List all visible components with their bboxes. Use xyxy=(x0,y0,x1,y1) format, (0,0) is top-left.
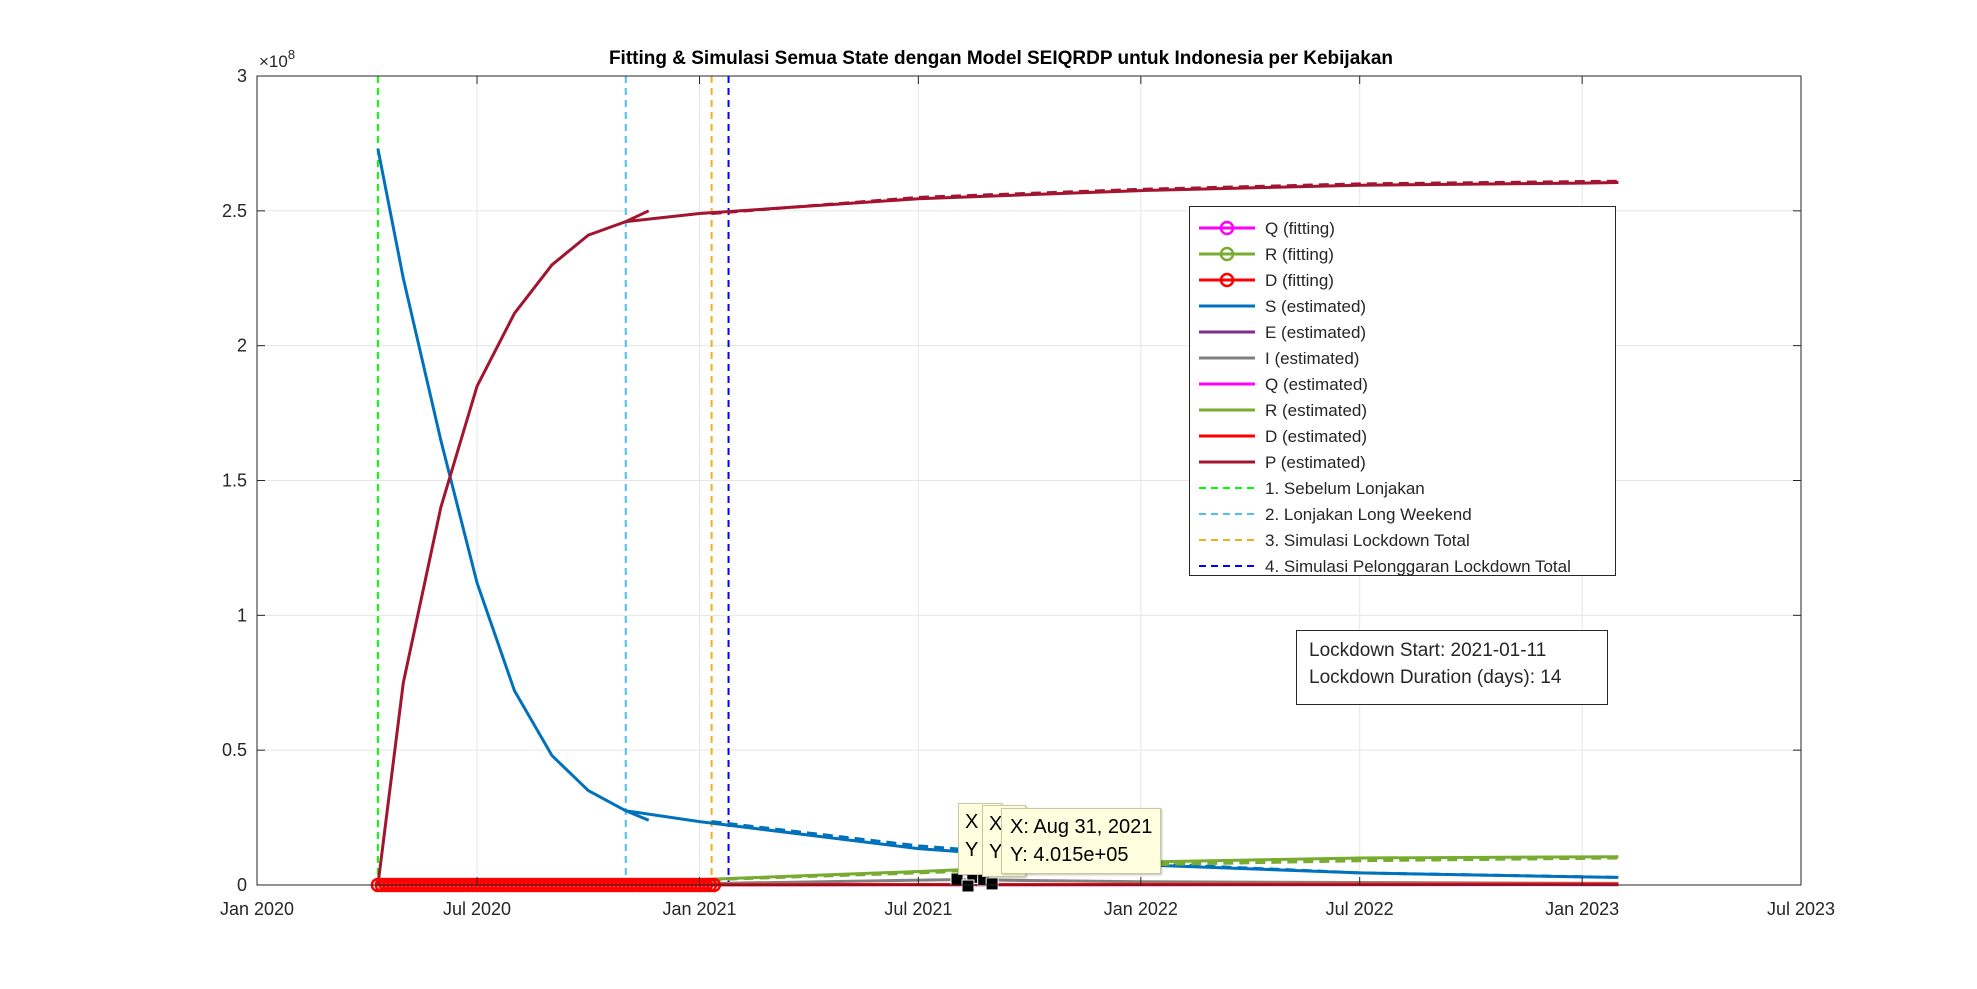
legend-swatch-marker xyxy=(1219,246,1235,262)
legend-swatch xyxy=(1199,220,1255,236)
legend-item[interactable]: Q (fitting) xyxy=(1190,216,1615,241)
axis-ticks: Jan 2020 Jul 2020 Jan 2021 Jul 2021 Jan 2022… xyxy=(220,66,1835,919)
y-exponent-label: ×108 xyxy=(259,47,295,71)
legend-swatch xyxy=(1199,434,1255,438)
lockdown-start-text: Lockdown Start: 2021-01-11 xyxy=(1309,640,1547,661)
x-tick-label: Jan 2021 xyxy=(662,899,736,919)
legend-swatch xyxy=(1199,487,1255,489)
legend-item[interactable]: S (estimated) xyxy=(1190,294,1615,319)
legend-label: 3. Simulasi Lockdown Total xyxy=(1265,531,1470,550)
legend-swatch xyxy=(1199,356,1255,360)
y-tick-label: 0.5 xyxy=(222,740,247,760)
datatip-2-x: X xyxy=(989,813,1003,835)
lockdown-duration-text: Lockdown Duration (days): 14 xyxy=(1309,667,1562,688)
legend-swatch xyxy=(1199,565,1255,567)
legend: Q (fitting) R (fitting) D (fitting) S (esti… xyxy=(1189,206,1616,576)
x-tick-label: Jul 2023 xyxy=(1767,899,1835,919)
legend-swatch xyxy=(1199,246,1255,262)
legend-swatch xyxy=(1199,408,1255,412)
x-tick-label: Jul 2020 xyxy=(443,899,511,919)
datatip-1-x: X xyxy=(965,811,979,833)
y-tick-label: 3 xyxy=(237,66,247,86)
legend-item[interactable]: 1. Sebelum Lonjakan xyxy=(1190,476,1615,501)
series-p-estimated xyxy=(376,220,627,886)
simulated-s-estimated xyxy=(711,820,1619,879)
legend-swatch xyxy=(1199,382,1255,386)
y-exponent-base: ×10 xyxy=(259,52,288,71)
y-exponent-power: 8 xyxy=(288,47,295,62)
y-tick-label: 1 xyxy=(237,605,247,625)
legend-label: I (estimated) xyxy=(1265,349,1360,368)
datatip-3[interactable]: X: Aug 31, 2021 Y: 4.015e+05 xyxy=(1001,808,1162,874)
x-tick-label: Jan 2020 xyxy=(220,899,294,919)
legend-label: Q (estimated) xyxy=(1265,375,1368,394)
legend-item[interactable]: R (fitting) xyxy=(1190,242,1615,267)
legend-item[interactable]: I (estimated) xyxy=(1190,346,1615,371)
x-tick-label: Jul 2022 xyxy=(1326,899,1394,919)
legend-item[interactable]: D (estimated) xyxy=(1190,424,1615,449)
legend-item[interactable]: 4. Simulasi Pelonggaran Lockdown Total xyxy=(1190,554,1615,579)
datatip-marker[interactable] xyxy=(985,877,999,891)
legend-label: E (estimated) xyxy=(1265,323,1367,342)
legend-item[interactable]: 3. Simulasi Lockdown Total xyxy=(1190,528,1615,553)
legend-swatch-marker xyxy=(1219,272,1235,288)
lockdown-info-box: Lockdown Start: 2021-01-11 Lockdown Dura… xyxy=(1296,630,1608,705)
legend-label: D (fitting) xyxy=(1265,271,1334,290)
legend-item[interactable]: P (estimated) xyxy=(1190,450,1615,475)
chart-title: Fitting & Simulasi Semua State dengan Mo… xyxy=(609,48,1393,69)
legend-item[interactable]: E (estimated) xyxy=(1190,320,1615,345)
legend-swatch xyxy=(1199,304,1255,308)
legend-label: P (estimated) xyxy=(1265,453,1366,472)
legend-label: 4. Simulasi Pelonggaran Lockdown Total xyxy=(1265,557,1571,576)
x-tick-label: Jan 2022 xyxy=(1104,899,1178,919)
legend-item[interactable]: D (fitting) xyxy=(1190,268,1615,293)
series-s-estimated xyxy=(376,148,627,813)
y-tick-label: 1.5 xyxy=(222,471,247,491)
legend-swatch xyxy=(1199,513,1255,515)
legend-swatch xyxy=(1199,539,1255,541)
legend-swatch xyxy=(1199,330,1255,334)
x-tick-label: Jul 2021 xyxy=(884,899,952,919)
legend-label: 2. Lonjakan Long Weekend xyxy=(1265,505,1472,524)
legend-swatch xyxy=(1199,272,1255,288)
legend-label: D (estimated) xyxy=(1265,427,1368,446)
datatip-1-y: Y xyxy=(965,839,979,861)
y-tick-label: 2.5 xyxy=(222,201,247,221)
legend-label: Q (fitting) xyxy=(1265,219,1335,238)
y-tick-label: 0 xyxy=(237,875,247,895)
datatip-3-y: Y: 4.015e+05 xyxy=(1010,844,1129,866)
legend-label: S (estimated) xyxy=(1265,297,1367,316)
legend-item[interactable]: R (estimated) xyxy=(1190,398,1615,423)
legend-label: R (estimated) xyxy=(1265,401,1368,420)
y-tick-label: 2 xyxy=(237,336,247,356)
legend-item[interactable]: Q (estimated) xyxy=(1190,372,1615,397)
legend-label: R (fitting) xyxy=(1265,245,1334,264)
legend-swatch-marker xyxy=(1219,220,1235,236)
datatip-marker[interactable] xyxy=(961,879,975,893)
legend-item[interactable]: 2. Lonjakan Long Weekend xyxy=(1190,502,1615,527)
datatip-2-y: Y xyxy=(989,841,1003,863)
datatip-3-x: X: Aug 31, 2021 xyxy=(1010,816,1153,838)
legend-swatch xyxy=(1199,460,1255,464)
simulated-r-estimated xyxy=(711,856,1619,882)
legend-label: 1. Sebelum Lonjakan xyxy=(1265,479,1425,498)
series-p-estimated xyxy=(625,181,1619,224)
x-tick-label: Jan 2023 xyxy=(1545,899,1619,919)
